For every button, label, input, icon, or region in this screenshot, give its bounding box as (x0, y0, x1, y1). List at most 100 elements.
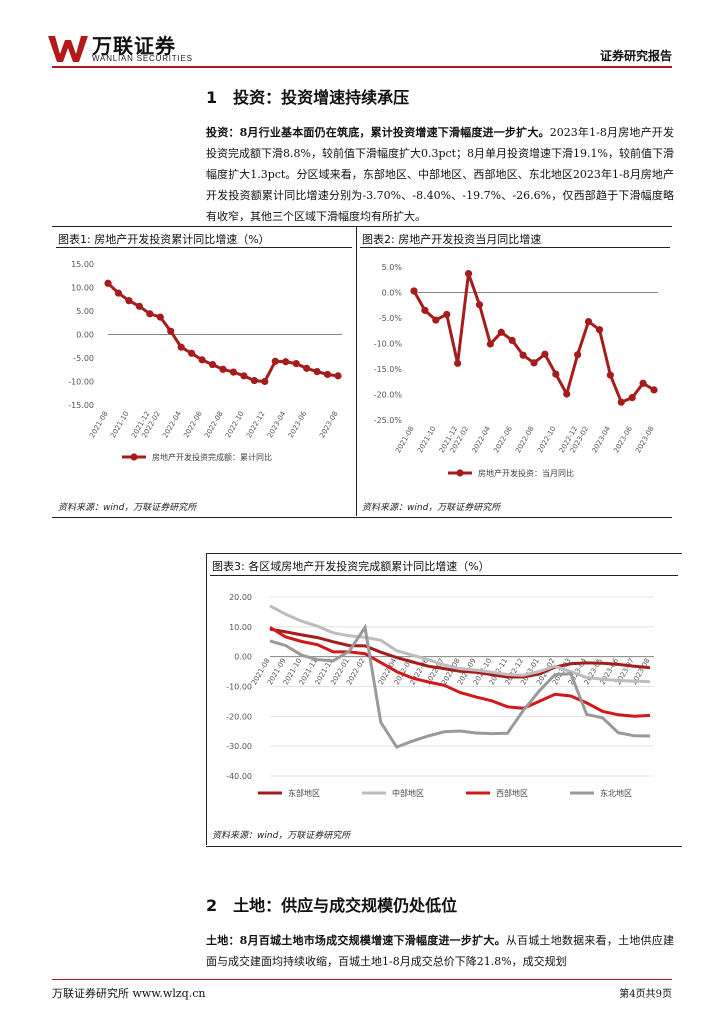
x-tick-label: 2023-04 (266, 410, 288, 440)
data-point (188, 349, 196, 357)
header-rule (52, 66, 672, 68)
y-tick-label: 20.00 (229, 593, 252, 602)
footer-org: 万联证券研究所 www.wlzq.cn (52, 987, 206, 1000)
y-tick-label: -40.00 (226, 772, 252, 781)
x-tick-label: 2022-06 (182, 410, 204, 440)
chart1-cumulative-investment: 15.0010.005.000.00-5.00-10.00-15.002021-… (68, 260, 342, 462)
data-point (167, 327, 175, 335)
section1-number: 1 (206, 88, 218, 107)
section2-number: 2 (206, 896, 218, 915)
x-tick-label: 2022-04 (471, 425, 493, 455)
data-point (292, 360, 300, 368)
y-tick-label: -20.0% (374, 391, 403, 400)
y-tick-label: -25.0% (374, 416, 403, 425)
y-tick-label: -10.00 (226, 683, 252, 692)
logo-w-icon (48, 36, 88, 62)
data-point (650, 386, 658, 394)
y-tick-label: 10.00 (229, 623, 252, 632)
chart3-regional-investment: 20.0010.000.00-10.00-20.00-30.00-40.0020… (226, 593, 654, 798)
data-point (508, 336, 516, 345)
figure-divider (356, 226, 357, 516)
logo-english: WANLIAN SECURITIES (92, 54, 193, 63)
y-tick-label: -15.00 (68, 401, 94, 410)
data-point (574, 351, 582, 359)
logo-chinese: 万联证券 (92, 34, 176, 58)
data-point (156, 313, 164, 321)
y-tick-label: -10.0% (374, 340, 403, 349)
data-point (454, 359, 462, 367)
y-tick-label: 5.0% (382, 263, 403, 272)
page-number: 第4页共9页 (619, 989, 672, 1000)
section2-heading: 2 土地：供应与成交规模仍处低位 (206, 892, 457, 916)
data-point (146, 310, 154, 318)
x-tick-label: 2023-08 (634, 425, 656, 454)
data-point (563, 390, 571, 398)
data-point (595, 326, 604, 334)
series-line (269, 604, 651, 684)
data-point (497, 328, 505, 336)
x-tick-label: 2021-08 (394, 425, 416, 454)
data-point (530, 359, 538, 367)
legend-label: 房地产开发投资完成额：累计同比 (152, 452, 272, 462)
data-point (443, 310, 451, 319)
data-point (617, 398, 625, 406)
y-tick-label: -20.00 (226, 712, 252, 721)
legend-label: 房地产开发投资：当月同比 (478, 468, 574, 478)
y-tick-label: 10.00 (71, 284, 94, 293)
legend-marker (130, 453, 138, 461)
data-point (219, 365, 227, 373)
section2-paragraph: 土地：8月百城土地市场成交规模增速下滑幅度进一步扩大。从百城土地数据来看，土地供… (206, 930, 674, 972)
fig3-source: 资料来源：wind，万联证券研究所 (212, 831, 351, 841)
data-point (639, 379, 647, 387)
y-tick-label: 15.00 (71, 260, 94, 269)
footer-rule (52, 979, 672, 980)
x-tick-label: 2021-10 (109, 410, 131, 439)
fig1-caption: 图表1: 房地产开发投资累计同比增速（%） (58, 233, 270, 246)
fig1-source: 资料来源：wind，万联证券研究所 (58, 503, 197, 513)
data-point (282, 358, 290, 366)
section1-lead: 投资：8月行业基本面仍在筑底，累计投资增速下滑幅度进一步扩大。 (206, 126, 550, 139)
fig2-caption: 图表2: 房地产开发投资当月同比增速 (362, 233, 542, 246)
x-tick-label: 2022-08 (514, 425, 536, 454)
data-point (323, 370, 332, 379)
chart2-monthly-investment: 5.0%0.0%-5.0%-10.0%-15.0%-20.0%-25.0%202… (374, 263, 658, 478)
x-tick-label: 2021-08 (88, 410, 110, 439)
section1-title: 投资：投资增速持续承压 (233, 88, 410, 107)
y-tick-label: 0.0% (382, 289, 403, 298)
data-point (114, 289, 123, 297)
series-line (269, 626, 651, 718)
y-tick-label: -10.00 (68, 378, 94, 387)
data-point (177, 343, 185, 351)
data-point (198, 356, 206, 364)
figure3-box (206, 553, 682, 847)
section2-lead: 土地：8月百城土地市场成交规模增速下滑幅度进一步扩大。 (206, 934, 506, 947)
fig3-caption-rule (210, 575, 678, 576)
data-point (606, 371, 614, 379)
y-tick-label: 0.00 (76, 331, 94, 340)
x-tick-label: 2022-12 (245, 410, 267, 439)
data-point (541, 350, 549, 358)
x-tick-label: 2022-10 (536, 425, 558, 454)
x-tick-label: 2022-08 (203, 410, 225, 439)
series-line (269, 623, 651, 749)
series-line (269, 627, 651, 679)
data-point (334, 372, 342, 380)
data-point (250, 376, 258, 385)
data-point (584, 317, 593, 326)
data-point (486, 340, 494, 348)
legend-label: 东部地区 (288, 788, 320, 798)
figure-row-1-2 (52, 226, 672, 518)
y-tick-label: -5.0% (379, 314, 403, 323)
x-tick-label: 2023-06 (612, 425, 634, 455)
data-point (240, 372, 248, 380)
data-point (464, 270, 473, 278)
fig1-caption-rule (56, 247, 352, 248)
report-type: 证券研究报告 (599, 49, 672, 63)
x-tick-label: 2023-06 (287, 410, 309, 440)
y-tick-label: -5.00 (73, 354, 94, 363)
data-point (208, 360, 217, 369)
data-point (271, 357, 279, 365)
legend-label: 西部地区 (496, 788, 528, 798)
data-point (313, 368, 321, 376)
fig2-caption-rule (360, 247, 670, 248)
